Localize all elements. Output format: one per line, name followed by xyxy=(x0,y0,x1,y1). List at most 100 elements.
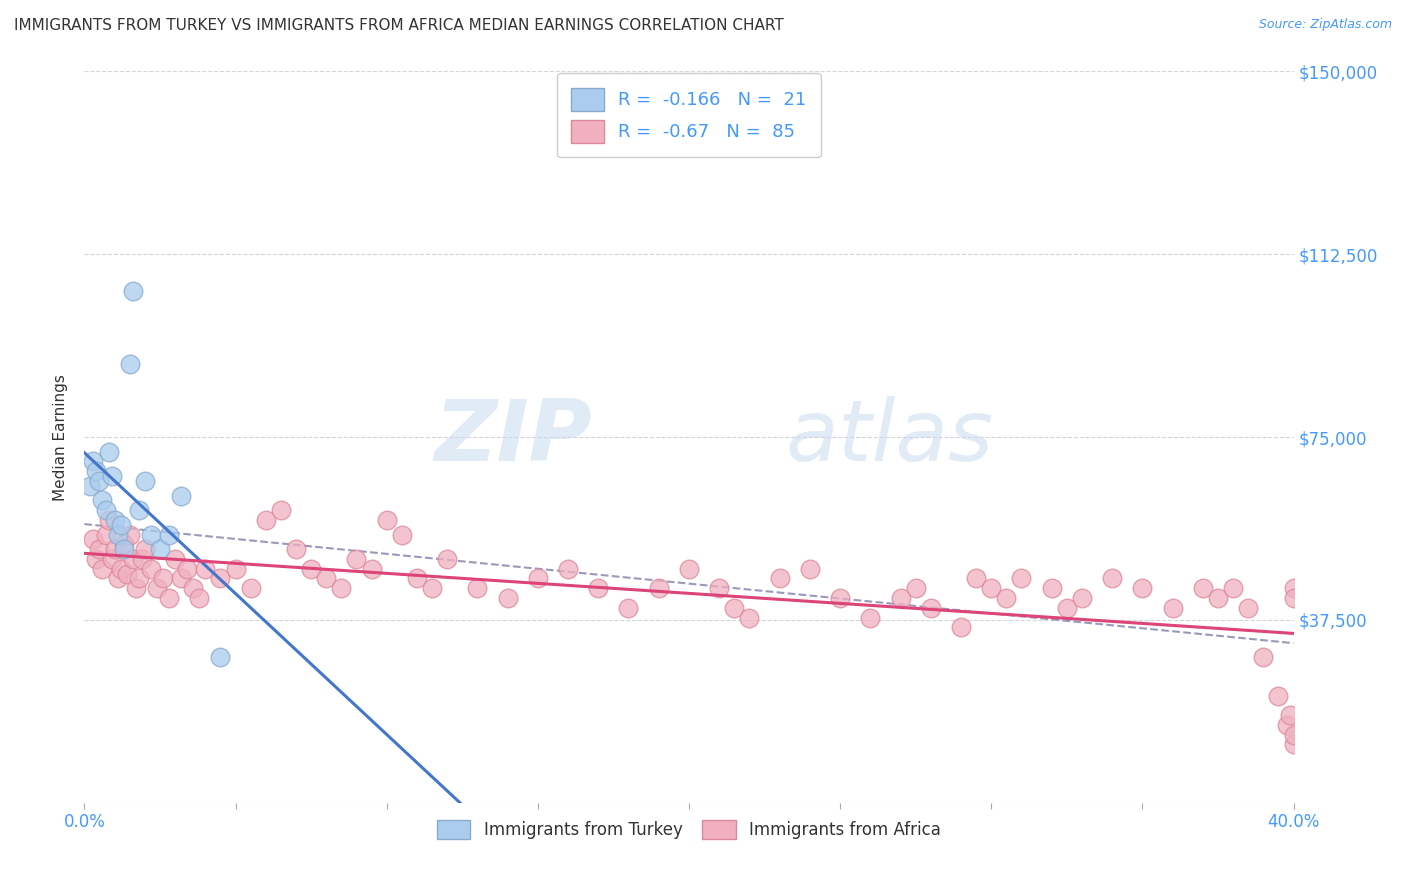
Point xyxy=(209,649,232,664)
Point xyxy=(157,591,180,605)
Point xyxy=(91,562,114,576)
Point xyxy=(86,552,108,566)
Point xyxy=(149,542,172,557)
Point xyxy=(89,542,111,557)
Point xyxy=(527,572,550,586)
Y-axis label: Median Earnings: Median Earnings xyxy=(53,374,69,500)
Point xyxy=(1282,581,1305,595)
Point xyxy=(1011,572,1033,586)
Point xyxy=(406,572,429,586)
Point xyxy=(239,581,262,595)
Point xyxy=(110,562,132,576)
Point xyxy=(738,610,761,624)
Point xyxy=(146,581,169,595)
Point xyxy=(128,503,150,517)
Point xyxy=(1206,591,1229,605)
Point xyxy=(225,562,247,576)
Point xyxy=(1267,689,1289,703)
Point xyxy=(391,527,413,541)
Point xyxy=(82,533,104,547)
Point xyxy=(1192,581,1215,595)
Point xyxy=(121,552,143,566)
Point xyxy=(723,600,745,615)
Point xyxy=(181,581,204,595)
Point xyxy=(769,572,792,586)
Point xyxy=(965,572,987,586)
Point xyxy=(360,562,382,576)
Point xyxy=(557,562,579,576)
Point xyxy=(1253,649,1275,664)
Point xyxy=(112,542,135,557)
Point xyxy=(315,572,337,586)
Point xyxy=(950,620,973,634)
Point xyxy=(139,527,162,541)
Point xyxy=(1040,581,1063,595)
Point xyxy=(346,552,368,566)
Point xyxy=(1130,581,1153,595)
Point xyxy=(170,489,193,503)
Point xyxy=(128,572,150,586)
Text: ZIP: ZIP xyxy=(434,395,592,479)
Point xyxy=(285,542,308,557)
Point xyxy=(134,474,156,488)
Point xyxy=(91,493,114,508)
Point xyxy=(299,562,322,576)
Point xyxy=(104,542,127,557)
Point xyxy=(89,474,111,488)
Point xyxy=(1282,591,1305,605)
Point xyxy=(1282,727,1305,741)
Point xyxy=(1282,737,1305,751)
Point xyxy=(131,552,153,566)
Point xyxy=(125,581,148,595)
Point xyxy=(330,581,353,595)
Point xyxy=(904,581,927,595)
Point xyxy=(617,600,640,615)
Point xyxy=(94,503,117,517)
Point xyxy=(709,581,731,595)
Point xyxy=(86,464,108,478)
Point xyxy=(100,469,122,483)
Point xyxy=(648,581,671,595)
Point xyxy=(1071,591,1094,605)
Point xyxy=(1161,600,1184,615)
Point xyxy=(110,517,132,532)
Point xyxy=(1279,708,1302,723)
Point xyxy=(420,581,443,595)
Point xyxy=(118,527,141,541)
Point xyxy=(467,581,489,595)
Point xyxy=(170,572,193,586)
Point xyxy=(115,566,138,581)
Point xyxy=(107,572,129,586)
Point xyxy=(588,581,610,595)
Point xyxy=(920,600,942,615)
Point xyxy=(157,527,180,541)
Text: atlas: atlas xyxy=(786,395,994,479)
Point xyxy=(1222,581,1244,595)
Point xyxy=(799,562,821,576)
Point xyxy=(209,572,232,586)
Point xyxy=(1237,600,1260,615)
Point xyxy=(830,591,852,605)
Point xyxy=(890,591,912,605)
Point xyxy=(1101,572,1123,586)
Point xyxy=(118,357,141,371)
Point xyxy=(375,513,398,527)
Point xyxy=(100,552,122,566)
Text: IMMIGRANTS FROM TURKEY VS IMMIGRANTS FROM AFRICA MEDIAN EARNINGS CORRELATION CHA: IMMIGRANTS FROM TURKEY VS IMMIGRANTS FRO… xyxy=(14,18,783,33)
Point xyxy=(94,527,117,541)
Point xyxy=(270,503,292,517)
Point xyxy=(121,284,143,298)
Point xyxy=(995,591,1018,605)
Point xyxy=(194,562,217,576)
Legend: Immigrants from Turkey, Immigrants from Africa: Immigrants from Turkey, Immigrants from … xyxy=(430,814,948,846)
Text: Source: ZipAtlas.com: Source: ZipAtlas.com xyxy=(1258,18,1392,31)
Point xyxy=(104,513,127,527)
Point xyxy=(152,572,174,586)
Point xyxy=(1056,600,1078,615)
Point xyxy=(112,537,135,551)
Point xyxy=(176,562,198,576)
Point xyxy=(79,479,101,493)
Point xyxy=(188,591,211,605)
Point xyxy=(1277,718,1299,732)
Point xyxy=(496,591,519,605)
